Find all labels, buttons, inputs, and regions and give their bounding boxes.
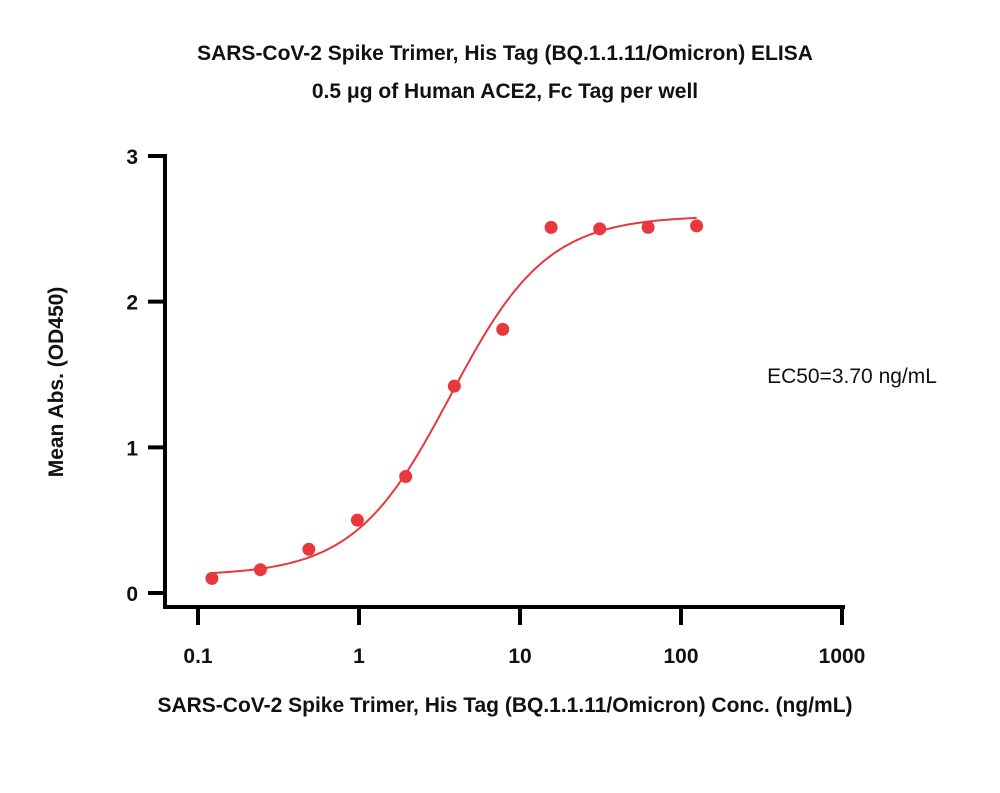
chart-title: SARS-CoV-2 Spike Trimer, His Tag (BQ.1.1… [197, 42, 813, 65]
y-tick-label: 1 [126, 437, 138, 460]
y-tick-label: 3 [126, 146, 138, 169]
data-point [350, 513, 364, 527]
data-point [399, 469, 413, 483]
data-point [496, 322, 510, 336]
data-point [253, 563, 267, 577]
data-point [544, 220, 558, 234]
data-point [593, 222, 607, 236]
data-point [641, 220, 655, 234]
x-axis-label: SARS-CoV-2 Spike Trimer, His Tag (BQ.1.1… [157, 694, 852, 717]
x-tick-label: 10 [508, 645, 531, 668]
y-tick-label: 2 [126, 292, 138, 315]
x-tick-label: 100 [663, 645, 698, 668]
x-tick-label: 1000 [819, 645, 866, 668]
data-point [302, 542, 316, 556]
y-tick-label: 0 [126, 583, 138, 606]
ec50-annotation: EC50=3.70 ng/mL [767, 365, 937, 388]
fit-curve [211, 216, 697, 574]
chart-subtitle: 0.5 μg of Human ACE2, Fc Tag per well [312, 80, 698, 103]
x-tick-label: 1 [353, 645, 365, 668]
data-point [205, 571, 219, 585]
y-axis-label: Mean Abs. (OD450) [45, 287, 68, 478]
data-point [690, 219, 704, 233]
x-tick-label: 0.1 [183, 645, 213, 668]
data-point [447, 379, 461, 393]
